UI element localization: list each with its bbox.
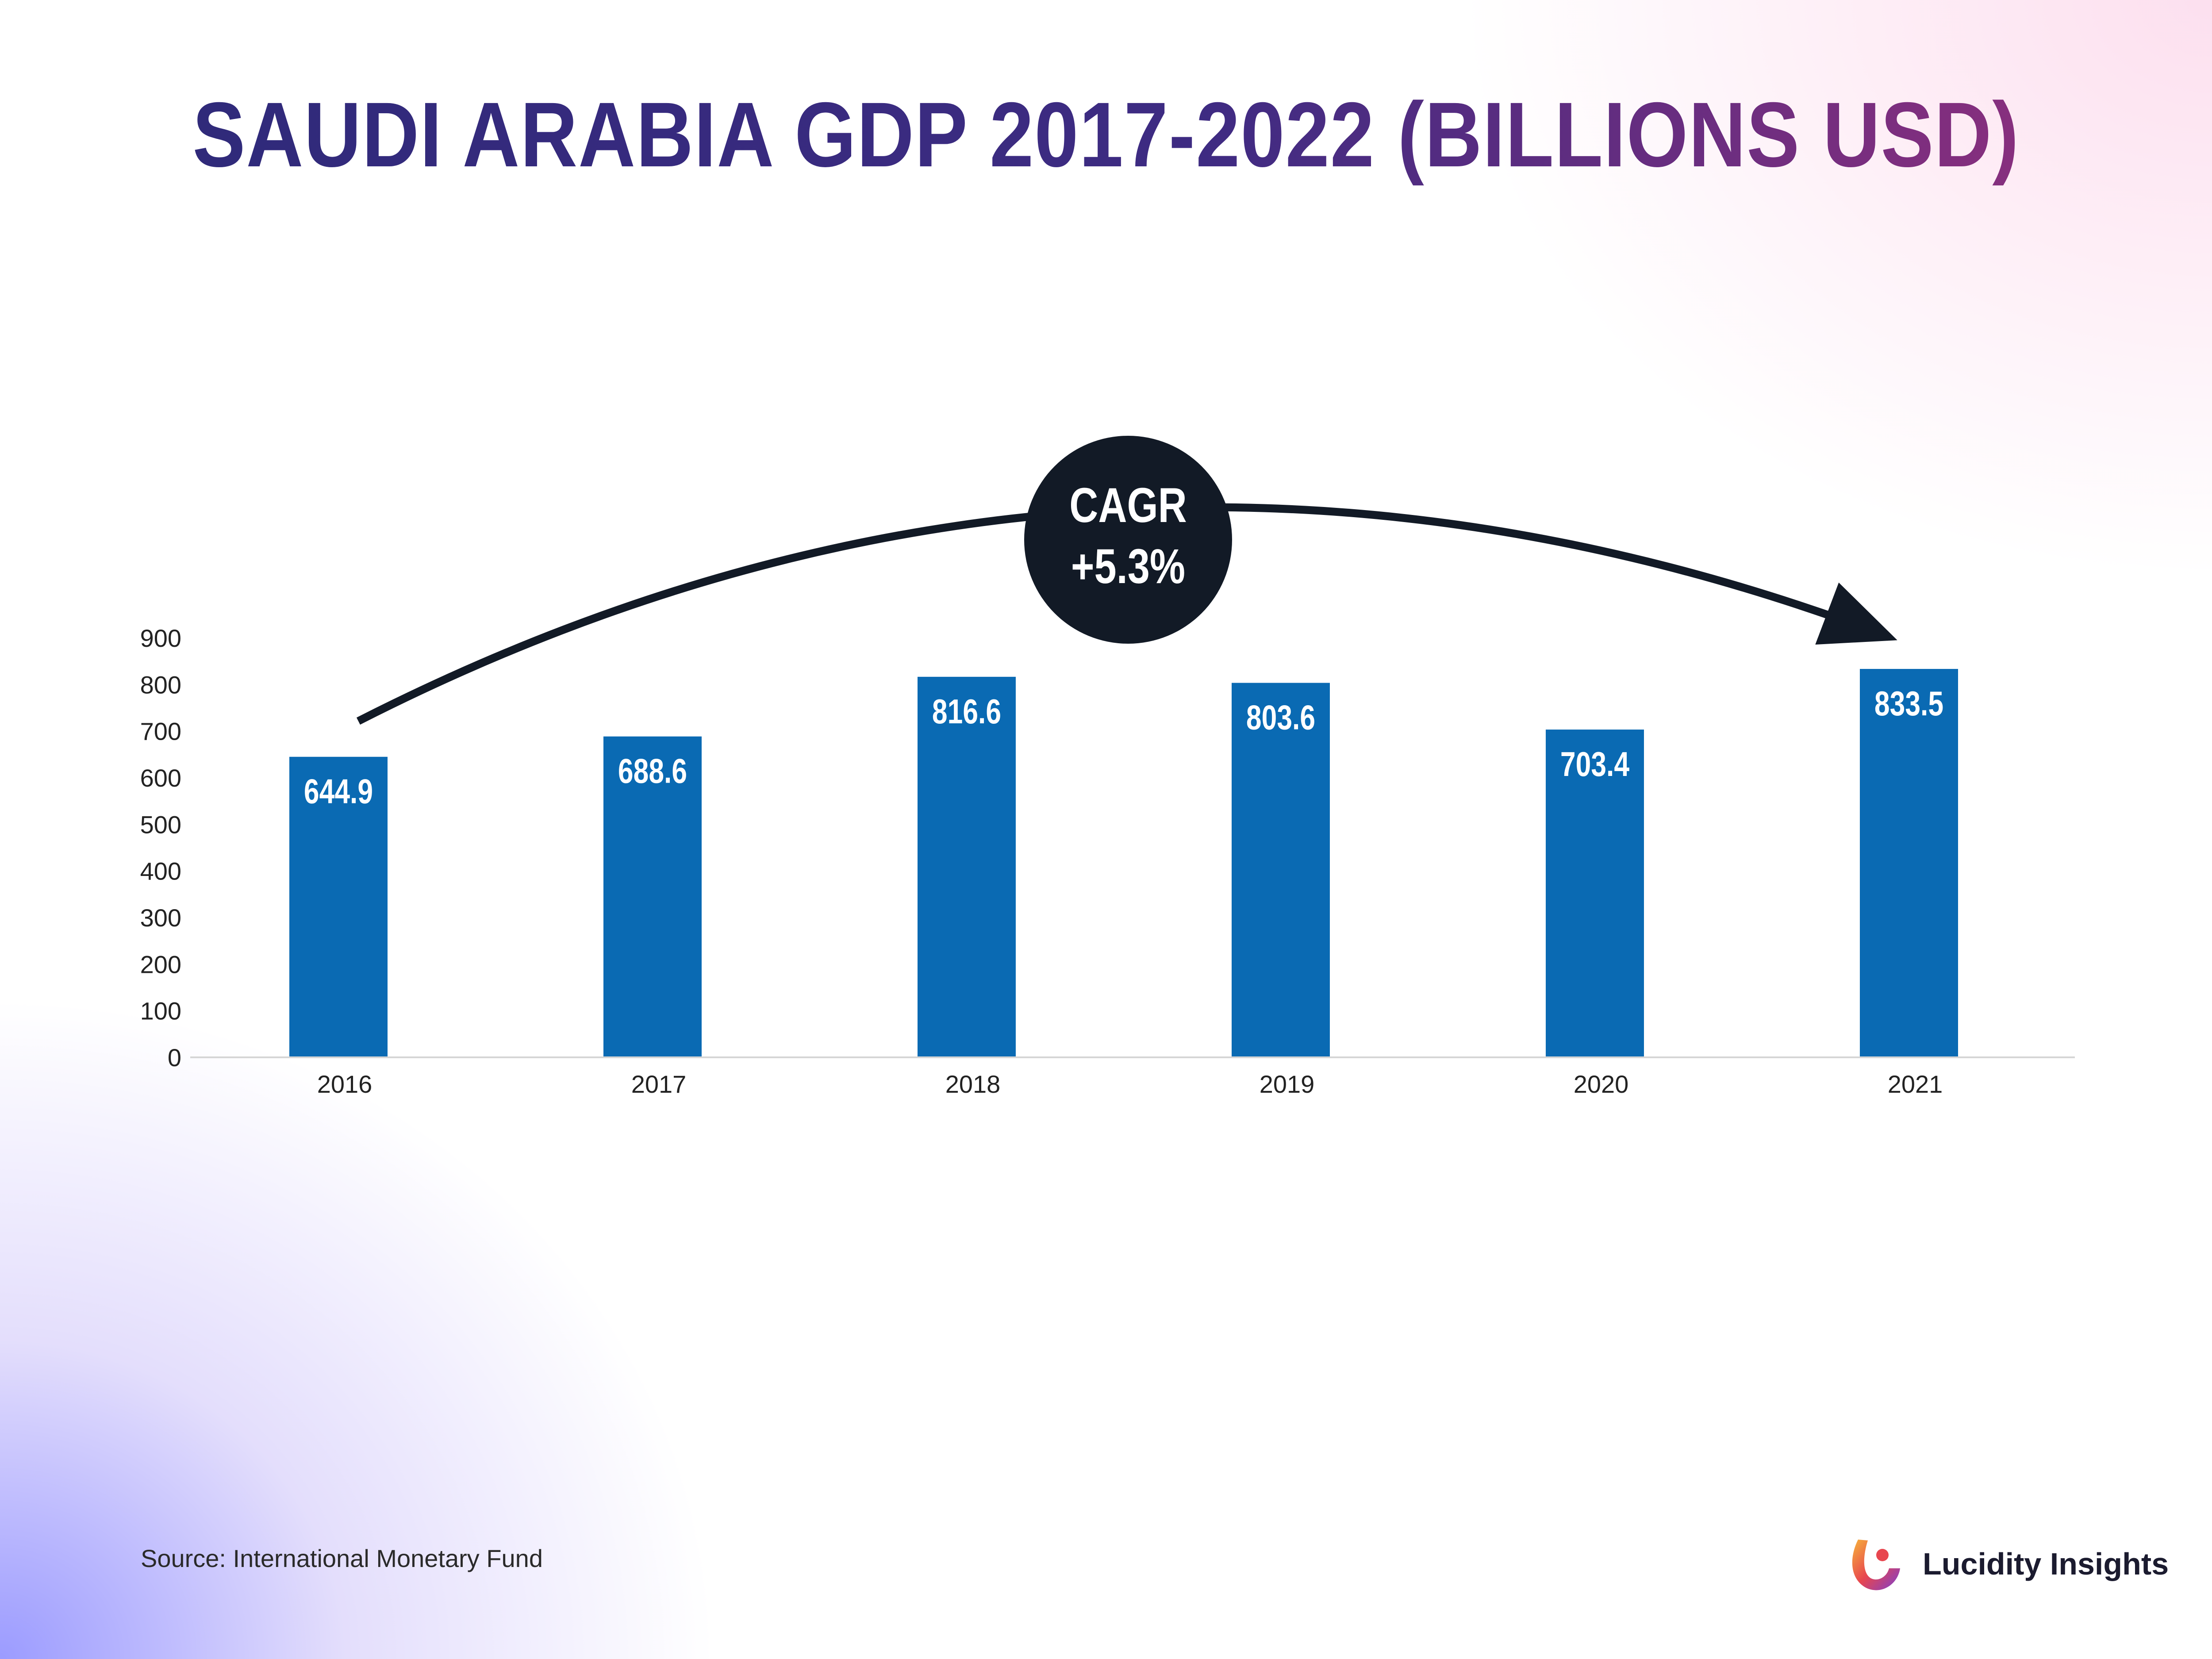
bar	[289, 757, 388, 1057]
bar-value-label: 816.6	[932, 692, 1001, 730]
bar	[1546, 730, 1644, 1057]
cagr-circle	[1024, 436, 1232, 644]
bars: 644.9 688.6 816.6 803.6 703.4 833.5	[289, 669, 1958, 1057]
bar-value-label: 644.9	[304, 772, 373, 810]
brand-name: Lucidity Insights	[1923, 1547, 2169, 1581]
y-tick-label: 0	[168, 1044, 181, 1071]
bar-value-label: 688.6	[618, 752, 687, 790]
x-tick-label: 2016	[317, 1070, 373, 1098]
brand-logo[interactable]: Lucidity Insights	[1840, 1531, 2169, 1597]
y-tick-label: 200	[140, 950, 181, 978]
y-tick-label: 400	[140, 857, 181, 885]
x-tick-label: 2021	[1888, 1070, 1943, 1098]
x-tick-label: 2020	[1574, 1070, 1629, 1098]
y-tick-label: 100	[140, 997, 181, 1025]
y-tick-label: 300	[140, 904, 181, 932]
y-tick-label: 600	[140, 764, 181, 792]
lucidity-logo-icon	[1852, 1540, 1900, 1590]
y-tick-label: 700	[140, 718, 181, 745]
x-tick-label: 2019	[1260, 1070, 1315, 1098]
x-tick-label: 2018	[945, 1070, 1001, 1098]
cagr-label: CAGR	[1069, 479, 1187, 533]
chart-title: SAUDI ARABIA GDP 2017-2022 (BILLIONS USD…	[155, 82, 2057, 188]
cagr-value: +5.3%	[1071, 540, 1185, 594]
bar-value-label: 703.4	[1560, 745, 1629, 783]
bar	[918, 676, 1016, 1057]
y-tick-label: 800	[140, 671, 181, 699]
y-axis-ticks: 0 100 200 300 400 500 600 700 800 900	[140, 624, 181, 1071]
source-note: Source: International Monetary Fund	[141, 1544, 543, 1572]
bar	[1232, 683, 1330, 1057]
bar	[603, 736, 702, 1057]
y-tick-label: 500	[140, 810, 181, 838]
y-tick-label: 900	[140, 624, 181, 652]
x-axis-ticks: 2016 2017 2018 2019 2020 2021	[317, 1070, 1943, 1098]
bar-value-label: 833.5	[1874, 684, 1943, 722]
bar	[1860, 669, 1958, 1057]
cagr-badge: CAGR +5.3%	[1024, 436, 1232, 644]
x-tick-label: 2017	[631, 1070, 687, 1098]
bar-value-label: 803.6	[1246, 698, 1315, 737]
